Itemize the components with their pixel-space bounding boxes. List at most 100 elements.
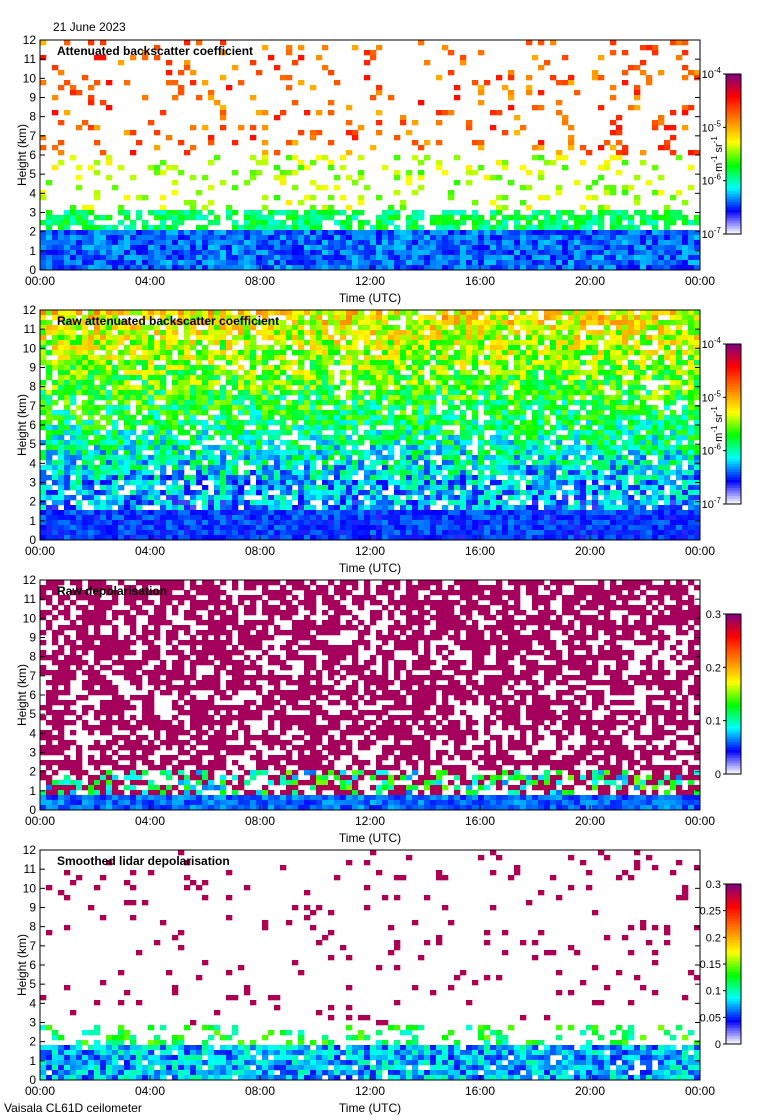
heatmap-cell bbox=[568, 215, 575, 221]
heatmap-cell bbox=[694, 355, 701, 361]
heatmap-cell bbox=[496, 440, 503, 446]
heatmap-cell bbox=[574, 315, 581, 321]
heatmap-cell bbox=[118, 360, 125, 366]
heatmap-cell bbox=[640, 405, 647, 411]
heatmap-cell bbox=[298, 245, 305, 251]
heatmap-cell bbox=[352, 320, 359, 326]
heatmap-cell bbox=[196, 230, 203, 236]
heatmap-cell bbox=[610, 460, 617, 466]
heatmap-cell bbox=[604, 395, 611, 401]
heatmap-cell bbox=[598, 350, 605, 356]
heatmap-cell bbox=[334, 235, 341, 241]
heatmap-cell bbox=[592, 410, 599, 416]
heatmap-cell bbox=[490, 420, 497, 426]
heatmap-cell bbox=[304, 450, 311, 456]
heatmap-cell bbox=[286, 325, 293, 331]
heatmap-cell bbox=[490, 230, 497, 236]
heatmap-cell bbox=[478, 445, 485, 451]
heatmap-cell bbox=[490, 265, 497, 271]
heatmap-cell bbox=[400, 415, 407, 421]
heatmap-cell bbox=[580, 215, 587, 221]
heatmap-cell bbox=[526, 315, 533, 321]
heatmap-cell bbox=[208, 220, 215, 226]
heatmap-cell bbox=[382, 260, 389, 266]
heatmap-cell bbox=[436, 445, 443, 451]
heatmap-cell bbox=[142, 475, 149, 481]
heatmap-cell bbox=[166, 240, 173, 246]
heatmap-cell bbox=[346, 325, 353, 331]
heatmap-cell bbox=[568, 390, 575, 396]
heatmap-cell bbox=[178, 370, 185, 376]
heatmap-cell bbox=[640, 320, 647, 326]
heatmap-cell bbox=[184, 235, 191, 241]
heatmap-cell bbox=[232, 65, 239, 71]
heatmap-cell bbox=[364, 75, 371, 81]
heatmap-cell bbox=[172, 370, 179, 376]
heatmap-cell bbox=[124, 425, 131, 431]
heatmap-cell bbox=[544, 160, 551, 166]
heatmap-cell bbox=[568, 410, 575, 416]
heatmap-cell bbox=[166, 320, 173, 326]
heatmap-cell bbox=[586, 220, 593, 226]
heatmap-cell bbox=[382, 415, 389, 421]
heatmap-cell bbox=[262, 390, 269, 396]
heatmap-cell bbox=[502, 245, 509, 251]
heatmap-cell bbox=[310, 405, 317, 411]
heatmap-cell bbox=[352, 265, 359, 271]
heatmap-cell bbox=[64, 235, 71, 241]
heatmap-cell bbox=[388, 345, 395, 351]
heatmap-cell bbox=[76, 430, 83, 436]
heatmap-cell bbox=[208, 335, 215, 341]
heatmap-cell bbox=[412, 395, 419, 401]
heatmap-cell bbox=[568, 315, 575, 321]
heatmap-cell bbox=[130, 365, 137, 371]
heatmap-cell bbox=[538, 195, 545, 201]
heatmap-cell bbox=[610, 50, 617, 56]
heatmap-cell bbox=[394, 350, 401, 356]
heatmap-cell bbox=[112, 470, 119, 476]
heatmap-cell bbox=[256, 330, 263, 336]
heatmap-cell bbox=[370, 470, 377, 476]
heatmap-cell bbox=[484, 440, 491, 446]
heatmap-cell bbox=[604, 185, 611, 191]
colorbar-segment bbox=[726, 196, 741, 200]
heatmap-cell bbox=[334, 320, 341, 326]
heatmap-cell bbox=[292, 325, 299, 331]
heatmap-cell bbox=[250, 415, 257, 421]
heatmap-cell bbox=[214, 320, 221, 326]
heatmap-cell bbox=[334, 405, 341, 411]
heatmap-cell bbox=[412, 365, 419, 371]
heatmap-cell bbox=[676, 415, 683, 421]
heatmap-cell bbox=[418, 315, 425, 321]
heatmap-cell bbox=[328, 375, 335, 381]
heatmap-cell bbox=[580, 405, 587, 411]
heatmap-cell bbox=[430, 265, 437, 271]
heatmap-cell bbox=[490, 385, 497, 391]
heatmap-cell bbox=[388, 260, 395, 266]
heatmap-cell bbox=[634, 440, 641, 446]
heatmap-cell bbox=[670, 350, 677, 356]
heatmap-cell bbox=[94, 260, 101, 266]
heatmap-cell bbox=[544, 230, 551, 236]
heatmap-cell bbox=[550, 455, 557, 461]
heatmap-cell bbox=[82, 330, 89, 336]
heatmap-cell bbox=[70, 410, 77, 416]
heatmap-cell bbox=[586, 455, 593, 461]
heatmap-cell bbox=[694, 250, 701, 256]
heatmap-cell bbox=[268, 320, 275, 326]
heatmap-cell bbox=[250, 355, 257, 361]
heatmap-cell bbox=[538, 220, 545, 226]
heatmap-cell bbox=[412, 320, 419, 326]
heatmap-cell bbox=[226, 315, 233, 321]
heatmap-cell bbox=[274, 455, 281, 461]
heatmap-cell bbox=[70, 265, 77, 271]
heatmap-cell bbox=[694, 335, 701, 341]
heatmap-cell bbox=[694, 220, 701, 226]
heatmap-cell bbox=[142, 390, 149, 396]
heatmap-cell bbox=[322, 65, 329, 71]
heatmap-cell bbox=[316, 210, 323, 216]
heatmap-cell bbox=[166, 80, 173, 86]
heatmap-cell bbox=[40, 260, 47, 266]
heatmap-cell bbox=[76, 370, 83, 376]
heatmap-cell bbox=[292, 210, 299, 216]
